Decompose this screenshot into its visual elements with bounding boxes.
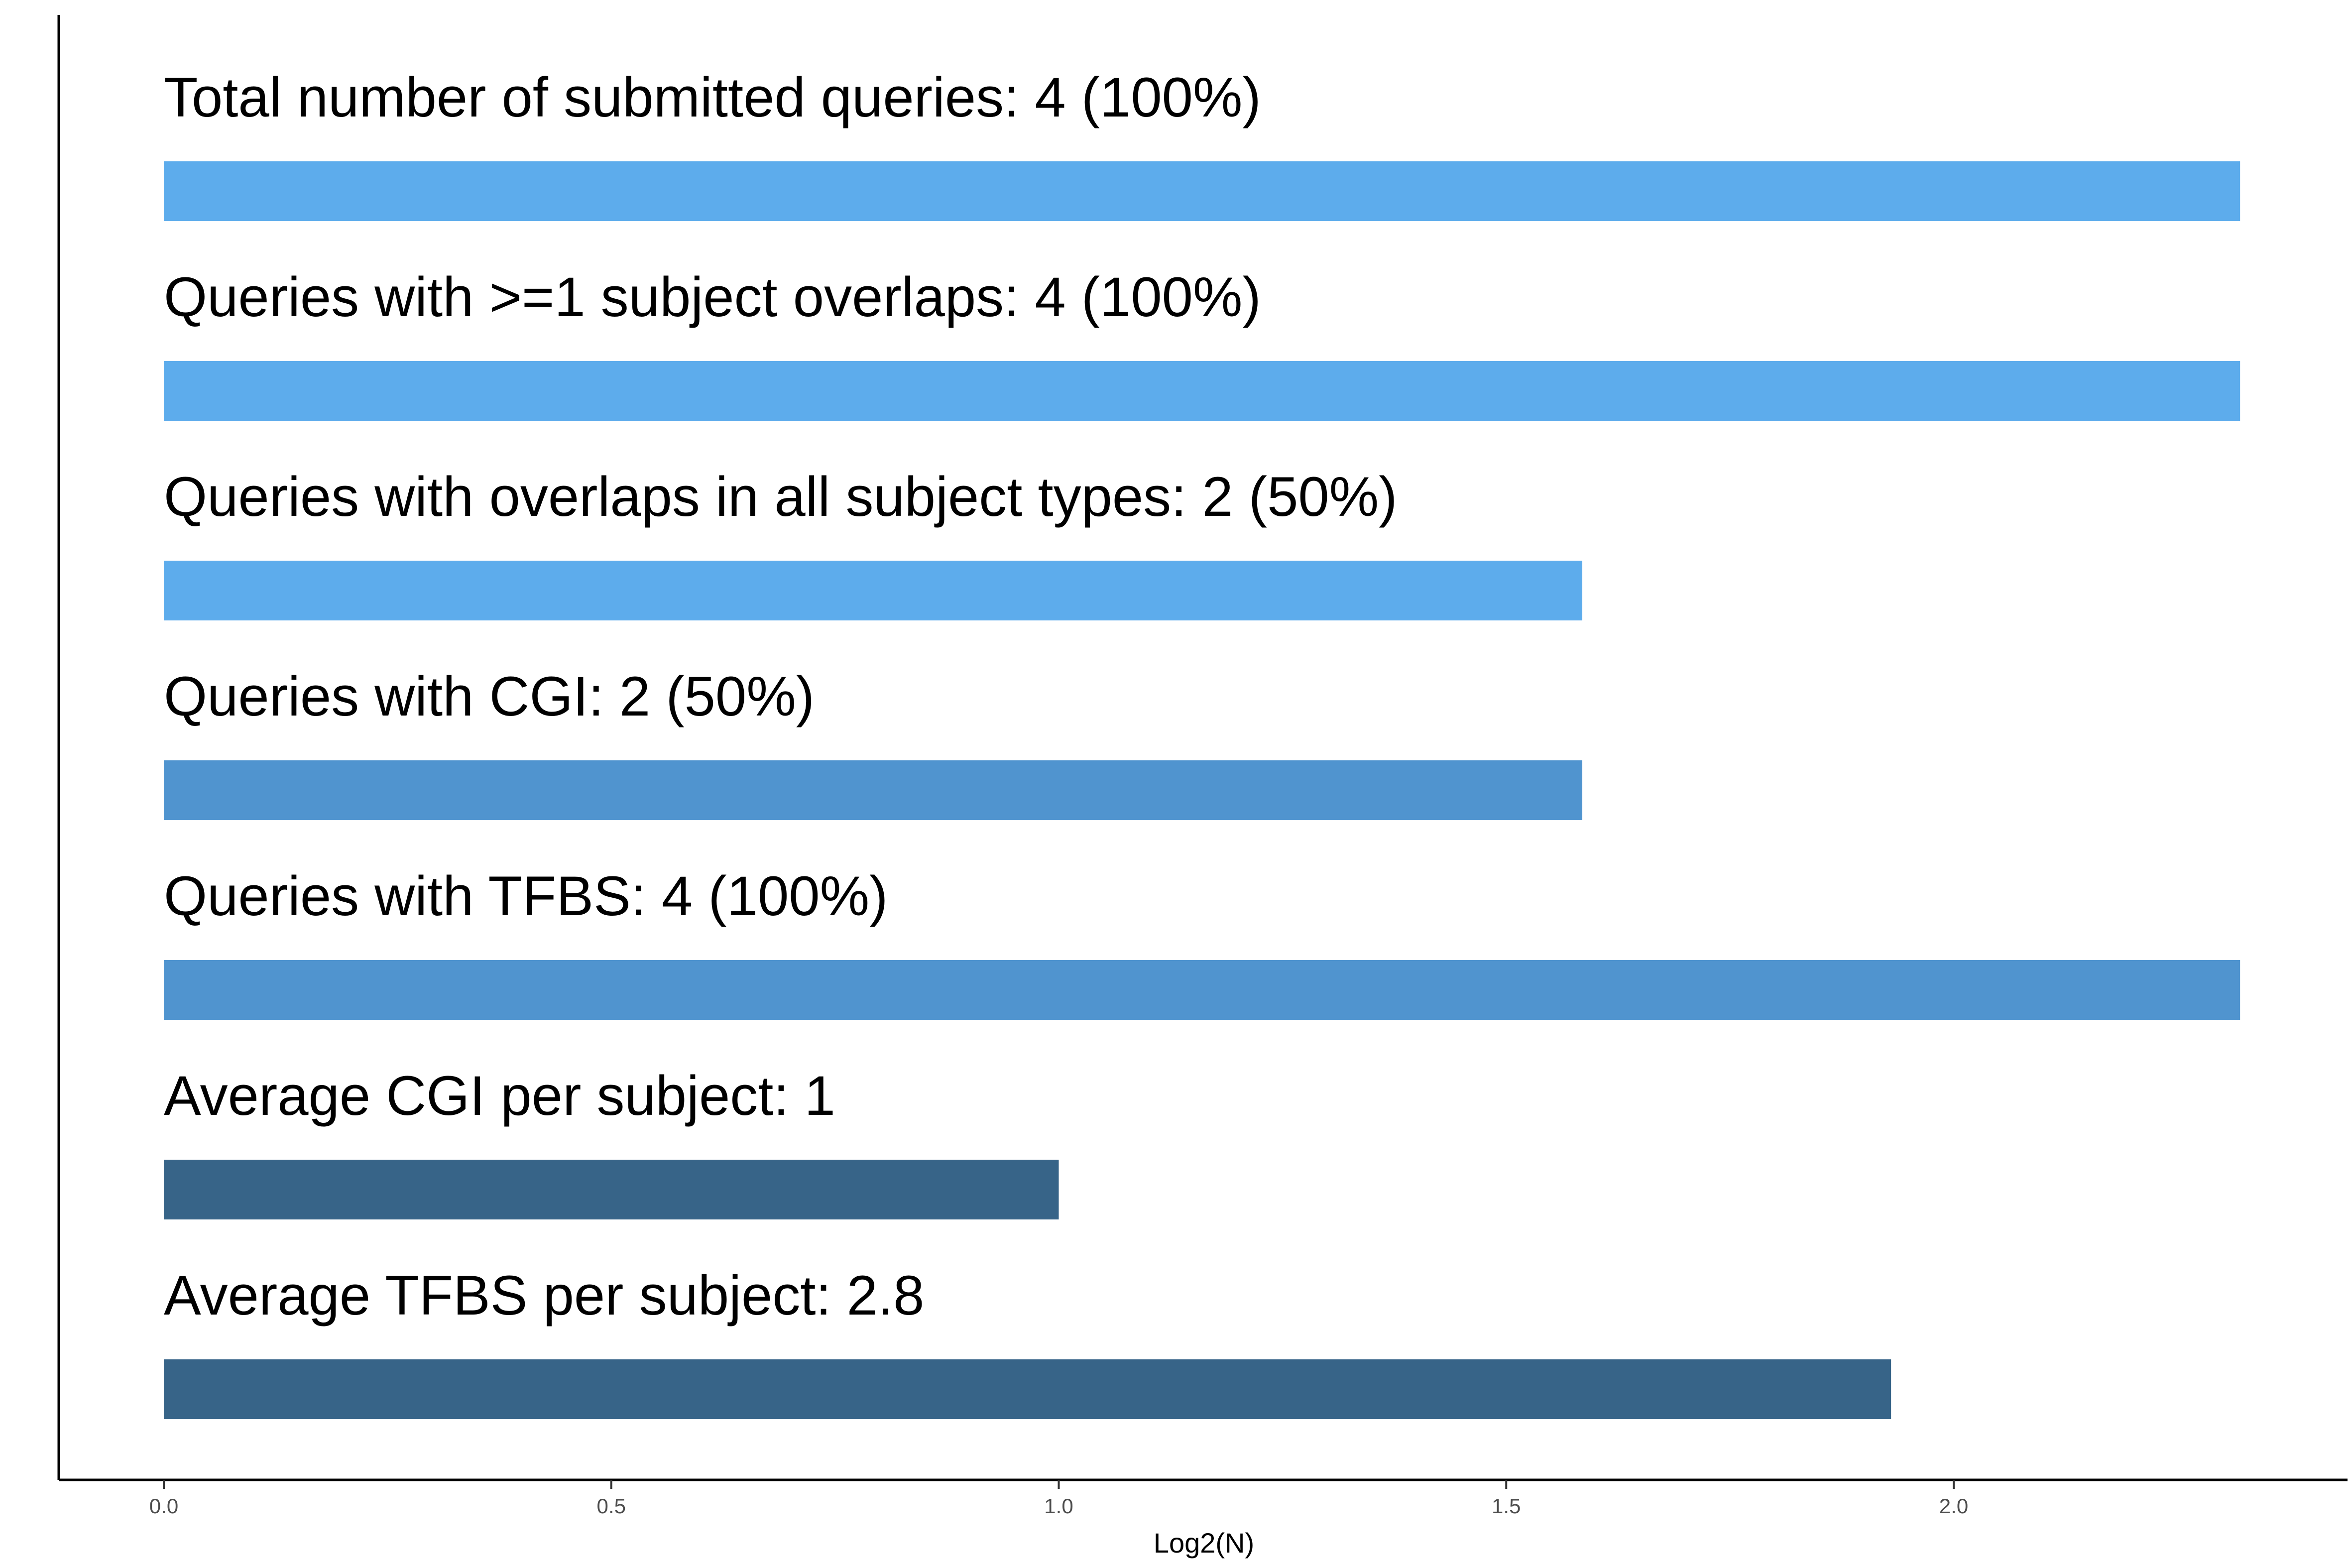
bar-label-2: Queries with overlaps in all subject typ… [164,466,1398,528]
x-tick-label-3: 1.5 [1492,1494,1521,1518]
bar-4 [164,960,2240,1020]
bar-label-3: Queries with CGI: 2 (50%) [164,665,815,727]
bar-1 [164,361,2240,421]
x-axis-title: Log2(N) [1154,1527,1254,1559]
bar-3 [164,760,1583,820]
bar-label-6: Average TFBS per subject: 2.8 [164,1264,924,1327]
bar-5 [164,1160,1059,1219]
bar-label-5: Average CGI per subject: 1 [164,1065,835,1127]
x-ticks-layer: 0.0 0.5 1.0 1.5 2.0 [149,1480,1968,1518]
bars-layer [164,161,2240,1419]
bar-labels-layer: Total number of submitted queries: 4 (10… [164,66,1398,1327]
bar-label-4: Queries with TFBS: 4 (100%) [164,865,888,927]
x-tick-label-0: 0.0 [149,1494,178,1518]
bar-2 [164,561,1583,620]
bar-6 [164,1359,1891,1419]
x-tick-label-1: 0.5 [597,1494,626,1518]
x-tick-label-4: 2.0 [1939,1494,1968,1518]
bar-0 [164,161,2240,221]
x-tick-label-2: 1.0 [1044,1494,1073,1518]
bar-label-1: Queries with >=1 subject overlaps: 4 (10… [164,266,1261,328]
bar-label-0: Total number of submitted queries: 4 (10… [164,66,1261,128]
